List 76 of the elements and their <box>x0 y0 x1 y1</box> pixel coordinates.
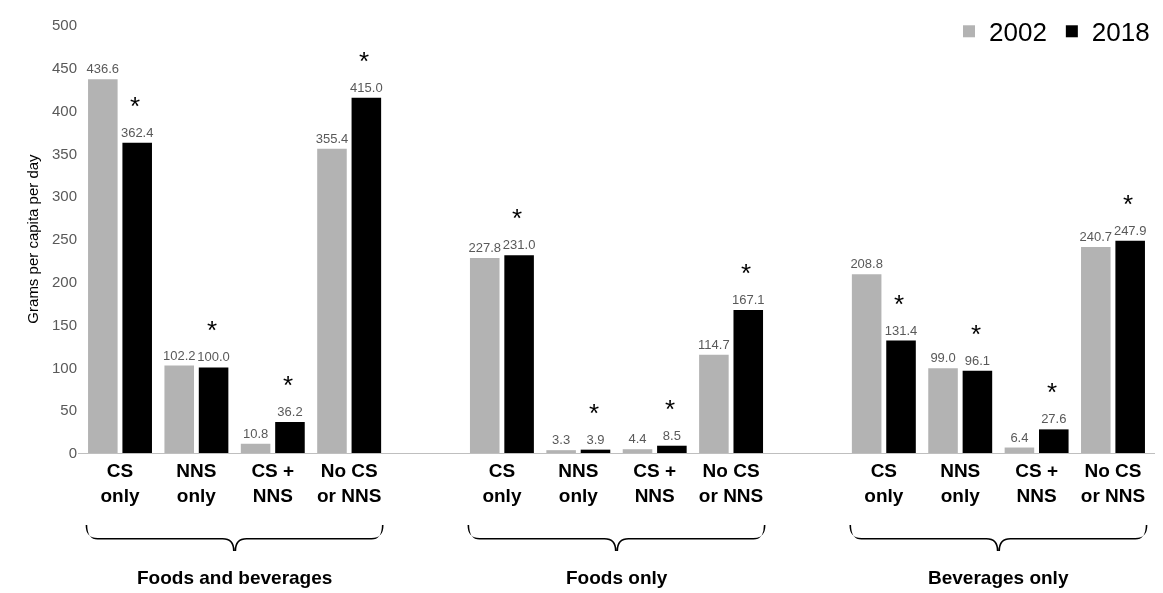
x-tick-label: CS only <box>100 459 140 506</box>
data-label: 6.4 <box>1010 429 1029 445</box>
y-tick-label: 0 <box>68 444 77 462</box>
annotation: * <box>894 289 905 319</box>
data-label: 36.2 <box>277 404 303 420</box>
x-tick-label: CS only <box>482 459 522 506</box>
data-label: 27.6 <box>1041 411 1067 427</box>
data-label: 99.0 <box>930 350 956 366</box>
bar <box>275 422 305 453</box>
y-tick-label: 450 <box>51 59 77 77</box>
bar <box>657 445 687 453</box>
legend-label: 2018 <box>1091 17 1150 48</box>
text: Beverages only <box>928 567 1069 588</box>
annotation: * <box>512 203 523 233</box>
bar <box>886 340 916 453</box>
data-label: 231.0 <box>502 237 536 253</box>
bar <box>962 370 993 453</box>
bar <box>504 255 534 453</box>
y-tick-label: 400 <box>51 101 77 119</box>
y-tick-label: 100 <box>51 358 77 376</box>
bar <box>198 367 229 453</box>
data-label: 227.8 <box>468 240 502 255</box>
y-tick-label: 300 <box>51 187 77 205</box>
x-tick-label: CS + NNS <box>633 459 677 506</box>
annotation: * <box>130 91 141 121</box>
legend-label: 2002 <box>989 17 1047 48</box>
data-label: 100.0 <box>197 349 230 365</box>
y-tick-label: 200 <box>51 273 77 291</box>
bar <box>1039 429 1069 453</box>
x-tick-label: CS + NNS <box>251 459 295 506</box>
annotation: * <box>207 315 218 345</box>
data-label: 8.5 <box>662 427 681 443</box>
annotation: * <box>283 370 294 400</box>
bar <box>122 142 152 453</box>
x-tick-label: NNS only <box>176 459 217 506</box>
data-label: 355.4 <box>315 130 349 146</box>
y-axis-title: Grams per capita per day <box>24 153 41 324</box>
x-tick-label: No CS or NNS <box>1080 459 1146 506</box>
data-label: 415.0 <box>350 79 383 95</box>
y-tick-label: 50 <box>60 401 77 419</box>
annotation: * <box>1047 377 1058 407</box>
y-tick-label: 500 <box>51 16 77 34</box>
annotation: * <box>589 398 600 428</box>
x-tick-label: No CS or NNS <box>316 459 382 506</box>
x-tick-label: No CS or NNS <box>698 459 764 506</box>
bar <box>733 309 764 453</box>
annotation: * <box>971 319 982 349</box>
x-tick-label: NNS only <box>940 459 981 506</box>
data-label: 167.1 <box>731 291 765 307</box>
text: Foods only <box>566 567 668 588</box>
text: Foods and beverages <box>137 567 333 588</box>
data-label: 131.4 <box>884 322 918 338</box>
data-label: 3.3 <box>552 432 571 448</box>
x-tick-label: CS only <box>864 459 904 506</box>
annotation: * <box>741 258 752 288</box>
data-label: 102.2 <box>162 347 196 363</box>
annotation: * <box>359 46 370 76</box>
data-label: 4.4 <box>628 431 647 447</box>
data-label: 247.9 <box>1113 222 1147 238</box>
bar <box>1115 240 1145 453</box>
data-label: 114.7 <box>698 336 730 352</box>
data-label: 3.9 <box>586 431 605 447</box>
y-tick-label: 150 <box>51 315 77 333</box>
data-label: 436.6 <box>86 61 120 77</box>
annotation: * <box>665 394 676 424</box>
y-tick-label: 250 <box>51 230 77 248</box>
data-label: 208.8 <box>850 256 883 272</box>
data-label: 96.1 <box>964 352 991 368</box>
annotation: * <box>1123 189 1134 219</box>
data-label: 362.4 <box>120 124 154 140</box>
data-label: 240.7 <box>1079 228 1113 244</box>
bar <box>351 97 382 453</box>
x-tick-label: NNS only <box>558 459 599 506</box>
data-label: 10.8 <box>242 425 269 441</box>
y-tick-label: 350 <box>51 144 77 162</box>
x-tick-label: CS + NNS <box>1015 459 1058 506</box>
